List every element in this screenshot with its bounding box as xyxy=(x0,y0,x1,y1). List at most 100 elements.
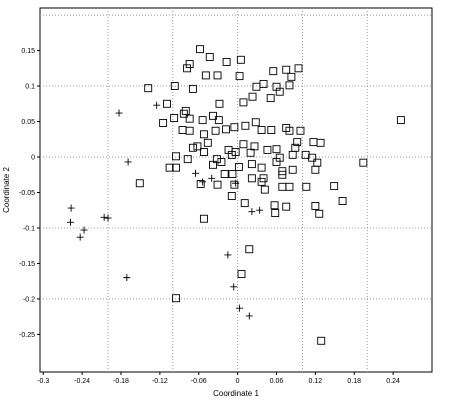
point xyxy=(317,336,326,345)
point xyxy=(209,111,217,120)
point xyxy=(135,179,144,188)
point xyxy=(179,109,188,118)
y-tick-label: 0.05 xyxy=(21,119,35,126)
point xyxy=(170,114,179,122)
x-tick-label: -0.24 xyxy=(74,378,90,385)
point xyxy=(144,84,153,93)
point xyxy=(183,64,192,73)
point xyxy=(239,98,248,107)
point xyxy=(199,178,207,186)
y-tick-label: -0.25 xyxy=(19,332,35,339)
point xyxy=(230,180,239,189)
point xyxy=(123,274,131,282)
point xyxy=(311,165,320,174)
point xyxy=(100,213,108,221)
point xyxy=(104,214,112,222)
y-tick-label: -0.2 xyxy=(23,296,35,303)
point xyxy=(66,218,74,226)
y-axis-label: Coordinate 2 xyxy=(2,167,11,213)
point xyxy=(257,163,266,172)
point xyxy=(287,72,296,81)
point xyxy=(266,94,275,103)
point xyxy=(338,197,347,205)
x-tick-label: 0.12 xyxy=(309,378,323,385)
point xyxy=(291,143,300,152)
point xyxy=(272,145,281,154)
point xyxy=(236,304,244,312)
point xyxy=(330,182,339,191)
point xyxy=(248,92,257,101)
point xyxy=(76,233,84,241)
point xyxy=(296,126,305,135)
point xyxy=(278,182,287,191)
plot-frame xyxy=(39,7,433,373)
point xyxy=(285,126,294,135)
point xyxy=(236,55,245,64)
point xyxy=(257,126,266,134)
point xyxy=(247,160,256,169)
point xyxy=(240,199,249,208)
point xyxy=(201,71,210,80)
point xyxy=(232,179,240,187)
x-tick-label: 0 xyxy=(236,378,240,385)
point xyxy=(80,226,88,234)
point xyxy=(302,182,311,191)
point xyxy=(183,155,192,164)
point xyxy=(359,158,368,167)
point xyxy=(159,118,168,127)
point xyxy=(172,163,181,172)
x-tick-label: -0.3 xyxy=(37,378,49,385)
point xyxy=(214,116,223,125)
point xyxy=(396,116,405,125)
point xyxy=(311,202,320,210)
point xyxy=(234,162,243,171)
point xyxy=(313,158,322,167)
y-tick-label: -0.1 xyxy=(23,225,35,232)
point xyxy=(196,45,204,54)
point xyxy=(224,251,232,259)
point xyxy=(185,60,194,69)
point xyxy=(209,160,217,169)
point xyxy=(172,152,181,161)
point xyxy=(215,99,224,108)
point xyxy=(263,145,272,154)
point xyxy=(67,204,75,212)
point xyxy=(227,150,236,159)
x-tick-label: 0.18 xyxy=(347,378,361,385)
point xyxy=(275,87,284,96)
point xyxy=(245,245,254,254)
point xyxy=(272,158,281,166)
point xyxy=(235,72,244,81)
point xyxy=(259,79,268,88)
point xyxy=(269,67,278,76)
point xyxy=(205,53,214,61)
point xyxy=(288,165,297,174)
point xyxy=(248,208,256,216)
point xyxy=(196,180,205,188)
point xyxy=(309,138,318,147)
point xyxy=(252,82,261,91)
point xyxy=(165,163,174,172)
point xyxy=(208,174,216,182)
point xyxy=(170,82,179,91)
point xyxy=(237,270,246,279)
point xyxy=(285,81,294,90)
point xyxy=(294,64,303,73)
x-tick-label: -0.06 xyxy=(191,378,207,385)
point xyxy=(217,158,226,166)
point xyxy=(222,57,231,66)
point xyxy=(188,84,197,93)
point xyxy=(230,123,239,132)
point xyxy=(199,148,208,156)
point xyxy=(124,158,132,166)
point xyxy=(267,126,276,134)
point xyxy=(220,170,229,178)
y-tick-label: 0 xyxy=(31,155,35,162)
point xyxy=(239,140,248,149)
point xyxy=(282,202,291,211)
point xyxy=(260,185,269,194)
point xyxy=(188,143,197,152)
x-tick-label: 0.24 xyxy=(386,378,400,385)
point xyxy=(222,125,230,134)
